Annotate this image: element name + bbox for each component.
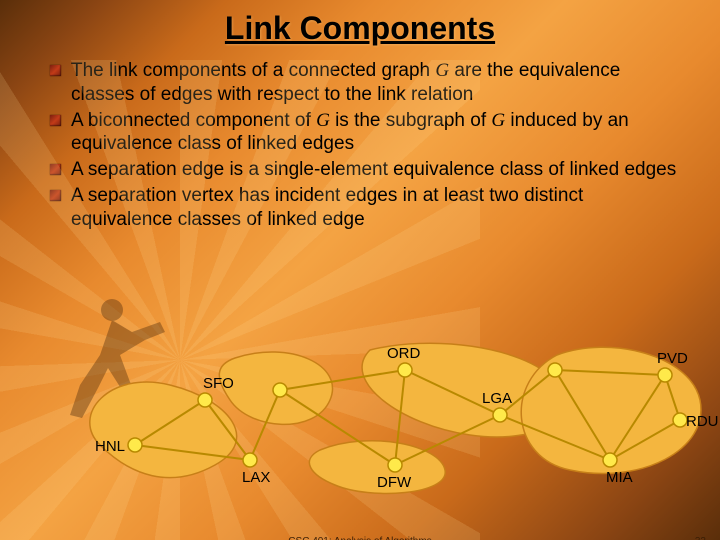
bullet-item: A separation vertex has incident edges i… <box>50 184 684 232</box>
bullet-item: A biconnected component of G is the subg… <box>50 109 684 157</box>
node-label: ORD <box>387 345 421 362</box>
graph-node <box>398 363 412 377</box>
bullet-marker <box>50 190 61 201</box>
node-label: RDU <box>686 413 719 430</box>
graph-diagram: HNL SFO LAX ORD DFW LGA PVD RDU MIA <box>0 330 720 510</box>
footer-center: CSC 401: Analysis of Algorithms <box>0 536 720 540</box>
bullet-item: The link components of a connected graph… <box>50 59 684 107</box>
node-label: MIA <box>606 469 633 486</box>
graph-node <box>603 453 617 467</box>
node-label: SFO <box>203 375 234 392</box>
bullet-text: A separation edge is a single-element eq… <box>71 158 676 182</box>
bullet-text: A separation vertex has incident edges i… <box>71 184 684 232</box>
graph-node <box>493 408 507 422</box>
node-label: HNL <box>95 438 125 455</box>
node-label: DFW <box>377 474 412 491</box>
node-label: PVD <box>657 350 688 367</box>
bullet-marker <box>50 164 61 175</box>
graph-node <box>273 383 287 397</box>
bullet-item: A separation edge is a single-element eq… <box>50 158 684 182</box>
slide-title: Link Components <box>0 0 720 47</box>
bullet-text: The link components of a connected graph… <box>71 59 684 107</box>
graph-node <box>658 368 672 382</box>
bullet-text: A biconnected component of G is the subg… <box>71 109 684 157</box>
footer-page-number: 32 <box>695 536 706 540</box>
graph-node <box>243 453 257 467</box>
node-label: LGA <box>482 390 512 407</box>
bullet-list: The link components of a connected graph… <box>0 47 720 231</box>
graph-node <box>388 458 402 472</box>
bullet-marker <box>50 115 61 126</box>
graph-node <box>198 393 212 407</box>
node-label: LAX <box>242 469 270 486</box>
graph-node <box>548 363 562 377</box>
bullet-marker <box>50 65 61 76</box>
graph-node <box>128 438 142 452</box>
graph-node <box>673 413 687 427</box>
component-blob <box>90 382 237 478</box>
